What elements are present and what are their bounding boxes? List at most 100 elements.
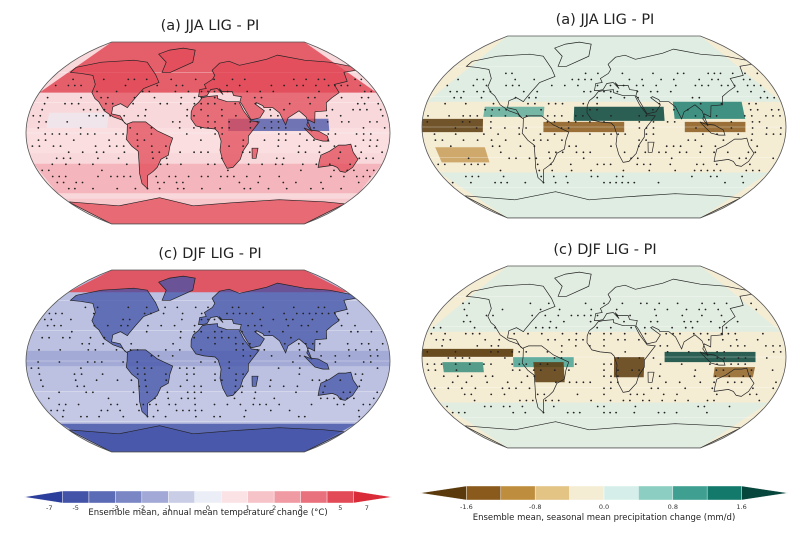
significance-dot — [59, 145, 62, 147]
significance-dot — [339, 379, 342, 382]
colorbar-swatch — [273, 490, 301, 504]
significance-dot — [355, 133, 358, 135]
significance-dot — [512, 411, 515, 414]
significance-dot — [193, 336, 196, 339]
significance-dot — [194, 306, 197, 309]
significance-dot — [142, 403, 145, 406]
significance-dot — [755, 102, 757, 105]
significance-dot — [508, 157, 511, 160]
significance-dot — [65, 163, 67, 166]
significance-dot — [727, 332, 730, 335]
significance-dot — [288, 102, 291, 105]
significance-dot — [765, 115, 767, 117]
significance-dot — [214, 342, 216, 345]
significance-dot — [524, 411, 527, 414]
significance-dot — [376, 349, 378, 351]
significance-dot — [589, 133, 591, 135]
significance-dot — [310, 403, 313, 406]
significance-dot — [426, 121, 429, 123]
significance-dot — [136, 373, 139, 375]
significance-dot — [370, 330, 373, 333]
significance-dot — [432, 326, 435, 329]
significance-dot — [490, 405, 492, 408]
significance-dot — [367, 96, 370, 99]
significance-dot — [350, 330, 352, 333]
significance-dot — [466, 314, 468, 317]
significance-dot — [590, 78, 593, 81]
significance-dot — [753, 84, 755, 87]
significance-dot — [107, 397, 110, 400]
significance-dot — [646, 302, 648, 305]
significance-dot — [277, 139, 280, 141]
significance-dot — [234, 102, 237, 105]
significance-dot — [756, 338, 759, 341]
significance-dot — [95, 151, 98, 154]
significance-dot — [515, 387, 517, 390]
significance-dot — [245, 175, 248, 178]
significance-dot — [669, 163, 672, 166]
significance-dot — [515, 157, 517, 160]
significance-dot — [193, 367, 195, 369]
significance-dot — [228, 127, 231, 129]
significance-dot — [318, 90, 320, 93]
significance-dot — [37, 127, 40, 129]
significance-dot — [100, 361, 103, 363]
significance-dot — [366, 169, 369, 172]
significance-dot — [62, 409, 65, 412]
significance-dot — [577, 78, 580, 81]
significance-dot — [724, 181, 726, 184]
significance-dot — [575, 332, 578, 335]
significance-dot — [634, 405, 637, 408]
significance-dot — [707, 84, 710, 87]
significance-dot — [143, 312, 146, 315]
significance-dot — [108, 139, 110, 141]
significance-dot — [334, 355, 337, 357]
coastline-antarctica — [68, 425, 346, 452]
significance-dot — [467, 157, 470, 160]
significance-dot — [297, 415, 300, 418]
significance-dot — [180, 163, 182, 166]
significance-dot — [186, 373, 188, 375]
significance-dot — [292, 78, 295, 81]
significance-dot — [596, 314, 599, 317]
significance-dot — [544, 314, 547, 317]
significance-dot — [675, 411, 678, 414]
significance-dot — [603, 163, 605, 166]
significance-dot — [533, 78, 536, 81]
significance-dot — [745, 157, 747, 160]
significance-dot — [464, 332, 467, 335]
significance-dot — [504, 127, 506, 129]
significance-dot — [609, 163, 612, 166]
significance-dot — [145, 306, 148, 309]
significance-dot — [468, 363, 471, 365]
significance-dot — [560, 357, 563, 359]
significance-dot — [433, 133, 436, 135]
significance-dot — [181, 318, 183, 321]
significance-dot — [175, 84, 178, 87]
significance-dot — [658, 102, 661, 105]
significance-dot — [535, 326, 537, 329]
significance-dot — [483, 363, 485, 365]
significance-dot — [476, 78, 478, 81]
significance-dot — [502, 175, 505, 178]
significance-dot — [278, 403, 281, 406]
significance-dot — [302, 84, 305, 87]
significance-dot — [155, 403, 158, 406]
significance-dot — [213, 90, 216, 93]
significance-dot — [566, 181, 569, 184]
significance-dot — [457, 411, 460, 414]
significance-dot — [310, 187, 312, 190]
significance-dot — [701, 314, 703, 317]
significance-dot — [759, 96, 762, 99]
significance-dot — [269, 409, 272, 412]
map-temp-djf — [25, 269, 391, 453]
significance-dot — [701, 84, 703, 87]
significance-dot — [631, 369, 633, 371]
significance-dot — [235, 114, 237, 117]
significance-dot — [354, 145, 357, 147]
significance-dot — [297, 151, 300, 154]
significance-dot — [685, 151, 688, 154]
significance-dot — [480, 96, 483, 99]
significance-dot — [214, 127, 217, 129]
significance-dot — [582, 115, 584, 117]
